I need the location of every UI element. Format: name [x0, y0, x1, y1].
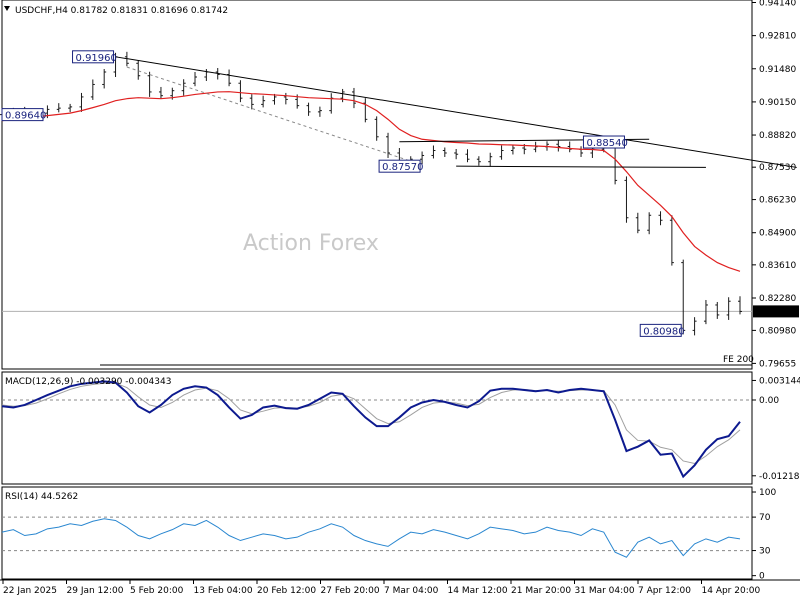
0-tick-label: 0.86230	[759, 196, 796, 206]
rsi-pane: 100 70 30 0	[1, 488, 776, 582]
price-level-label-box	[582, 135, 625, 149]
price-level-label-box	[378, 159, 421, 173]
price-level-label: 0.88540	[586, 138, 627, 149]
time-tick-label: 21 Mar 20:00	[511, 586, 571, 596]
1-tick-label: 0.00	[759, 396, 779, 406]
price-pane-header: USDCHF,H4 0.81782 0.81831 0.81696 0.8174…	[15, 6, 228, 16]
price-level-label: 0.91960	[76, 53, 117, 64]
dashed-trendline	[126, 66, 423, 166]
fe-200-label: FE 200	[723, 355, 754, 365]
rsi-frame	[1, 486, 753, 580]
time-tick-label: 5 Feb 20:00	[130, 586, 184, 596]
0-tick-label: 0.87530	[759, 163, 796, 173]
0-tick-label: 0.94140	[759, 0, 796, 8]
macd-frame	[1, 371, 753, 485]
time-tick-label: 7 Apr 12:00	[638, 586, 691, 596]
pane-frames	[0, 0, 800, 581]
time-tick-label: 22 Jan 2025	[3, 586, 57, 596]
2-tick-label: 30	[759, 547, 771, 557]
price-level-label: 0.87570	[382, 162, 423, 173]
0-tick-label: 0.84900	[759, 229, 796, 239]
1-tick-label: 0.003144	[759, 376, 800, 386]
2-tick-label: 70	[759, 513, 771, 523]
rsi-line	[1, 518, 741, 558]
time-tick-label: 29 Jan 12:00	[67, 586, 124, 596]
collapse-arrow-icon[interactable]	[4, 6, 10, 11]
0-tick-label: 0.80980	[759, 326, 796, 336]
current-price-label: 0.81742	[759, 307, 796, 317]
watermark-text: Action Forex	[243, 231, 379, 256]
price-level-label-box	[1, 108, 44, 122]
0-tick-label: 0.90150	[759, 98, 796, 108]
2-tick-label: 100	[759, 488, 776, 498]
time-tick-label: 27 Feb 20:00	[321, 586, 380, 596]
rsi-pane-header: RSI(14) 44.5262	[5, 492, 78, 502]
0-tick-label: 0.92810	[759, 32, 796, 42]
price-pane: 0.94140 0.92810 0.91480 0.90150 0.88820 0.875…	[0, 0, 799, 369]
price-level-label-box	[639, 323, 682, 337]
macd-pane-header: MACD(12,26,9) -0.003290 -0.004343	[5, 377, 171, 387]
time-tick-label: 14 Mar 12:00	[448, 586, 508, 596]
time-tick-label: 13 Feb 04:00	[194, 586, 253, 596]
0-tick-label: 0.82280	[759, 294, 796, 304]
time-tick-label: 7 Mar 04:00	[384, 586, 439, 596]
current-price-marker	[753, 305, 799, 318]
trendline	[456, 165, 706, 168]
price-level-label-box	[72, 50, 115, 64]
price-level-label: 0.89640	[5, 111, 46, 122]
macd-signal-line	[1, 382, 741, 465]
price-level-label: 0.80980	[643, 326, 684, 337]
2-tick-label: 0	[759, 572, 765, 582]
time-axis: 22 Jan 2025 29 Jan 12:00 5 Feb 20:00 13 Feb…	[2, 580, 761, 596]
trendline	[115, 56, 797, 168]
time-tick-label: 14 Apr 20:00	[702, 586, 761, 596]
price-frame	[1, 0, 753, 370]
time-tick-label: 31 Mar 04:00	[575, 586, 635, 596]
0-tick-label: 0.79655	[759, 359, 796, 369]
0-tick-label: 0.91480	[759, 65, 796, 75]
time-tick-label: 20 Feb 12:00	[257, 586, 316, 596]
0-tick-label: 0.83610	[759, 261, 796, 271]
moving-average-line	[1, 91, 741, 272]
0-tick-label: 0.88820	[759, 131, 796, 141]
macd-main-line	[1, 380, 741, 479]
